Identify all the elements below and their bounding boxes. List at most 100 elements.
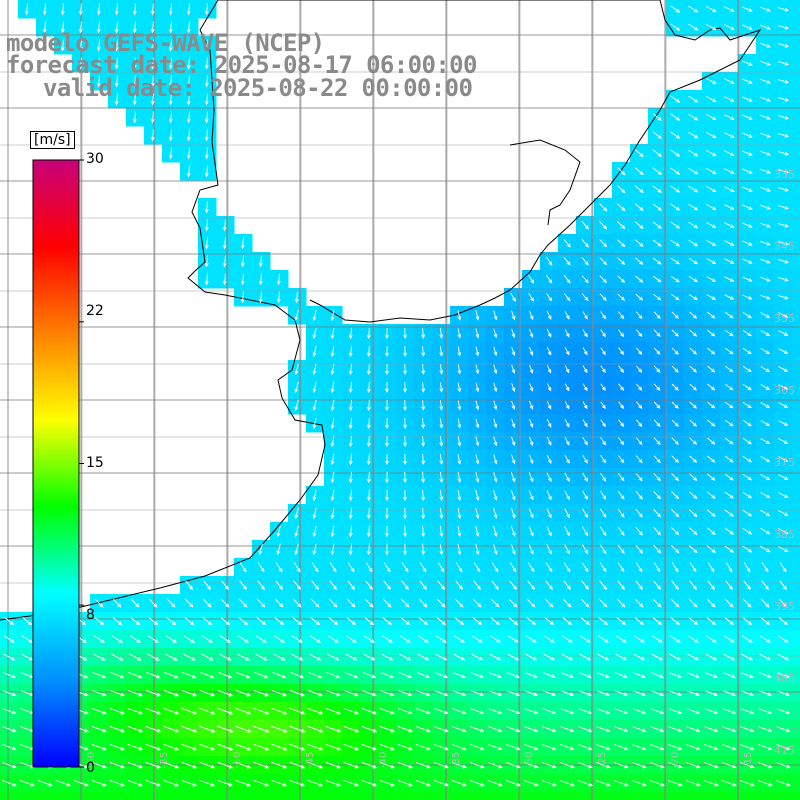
wind-arrow xyxy=(777,276,789,282)
wind-arrow xyxy=(779,562,787,573)
right-axis-label: 375 xyxy=(774,456,795,469)
wind-arrow xyxy=(653,365,661,373)
wind-arrow xyxy=(312,309,317,322)
wind-arrow xyxy=(689,419,698,427)
wind-arrow xyxy=(689,580,697,591)
wind-arrow xyxy=(379,743,396,751)
wind-arrow xyxy=(235,761,252,769)
wind-arrow xyxy=(346,617,357,626)
wind-arrow xyxy=(706,204,717,211)
wind-arrow xyxy=(653,329,661,337)
wind-arrow xyxy=(652,275,662,283)
wind-arrow xyxy=(614,744,629,751)
wind-arrow xyxy=(217,743,234,751)
wind-arrow xyxy=(724,545,735,553)
wind-speed-cell xyxy=(648,792,667,800)
wind-arrow xyxy=(150,39,155,52)
wind-arrow xyxy=(636,347,643,356)
wind-arrow xyxy=(96,57,101,70)
wind-arrow xyxy=(397,761,414,769)
wind-arrow xyxy=(635,526,643,536)
wind-arrow xyxy=(523,780,539,787)
wind-arrow xyxy=(724,617,735,626)
wind-arrow xyxy=(778,510,789,516)
wind-arrow xyxy=(777,96,790,102)
wind-arrow xyxy=(488,690,503,697)
wind-arrow xyxy=(544,617,555,626)
wind-arrow xyxy=(366,543,371,556)
wind-arrow xyxy=(543,635,555,643)
wind-arrow xyxy=(688,113,699,121)
wind-arrow xyxy=(724,491,734,499)
wind-arrow xyxy=(257,562,265,573)
wind-arrow xyxy=(439,489,444,502)
wind-arrow xyxy=(235,743,252,751)
wind-arrow xyxy=(2,744,17,751)
wind-arrow xyxy=(330,507,335,520)
wind-arrow xyxy=(365,580,373,591)
wind-arrow xyxy=(704,690,718,696)
wind-arrow xyxy=(439,454,444,465)
wind-arrow xyxy=(204,39,209,52)
wind-arrow xyxy=(741,168,753,174)
wind-speed-cell xyxy=(612,792,631,800)
wind-arrow xyxy=(94,598,104,608)
wind-arrow xyxy=(433,779,450,787)
wind-arrow xyxy=(114,75,119,88)
wind-arrow xyxy=(55,779,72,787)
wind-arrow xyxy=(758,708,773,715)
wind-arrow xyxy=(184,598,194,608)
wind-arrow xyxy=(110,671,125,679)
wind-arrow xyxy=(578,690,592,697)
wind-arrow xyxy=(740,762,755,769)
wind-arrow xyxy=(581,580,589,591)
wind-arrow xyxy=(759,672,772,678)
wind-arrow xyxy=(614,726,629,733)
wind-arrow xyxy=(564,383,570,392)
wind-arrow xyxy=(635,419,643,428)
wind-arrow xyxy=(671,419,679,427)
wind-arrow xyxy=(722,762,737,769)
wind-arrow xyxy=(582,347,588,356)
wind-arrow xyxy=(688,221,699,229)
wind-arrow xyxy=(635,437,643,446)
wind-arrow xyxy=(760,492,771,499)
wind-arrow xyxy=(742,294,753,300)
wind-arrow xyxy=(524,762,539,769)
wind-arrow xyxy=(511,400,516,410)
wind-arrow xyxy=(741,96,753,102)
wind-arrow xyxy=(724,329,734,337)
wind-speed-cell xyxy=(504,792,523,800)
wind-arrow xyxy=(182,653,196,661)
wind-arrow xyxy=(614,690,628,697)
wind-arrow xyxy=(563,580,571,591)
wind-arrow xyxy=(653,508,662,518)
wind-arrow xyxy=(759,222,771,228)
wind-arrow xyxy=(741,78,753,84)
wind-arrow xyxy=(546,544,552,555)
wind-arrow xyxy=(439,328,444,339)
wind-arrow xyxy=(91,779,108,787)
wind-arrow xyxy=(312,381,317,394)
wind-arrow xyxy=(145,707,162,715)
wind-arrow xyxy=(307,761,324,769)
wind-arrow xyxy=(348,435,353,448)
wind-arrow xyxy=(778,598,788,608)
wind-arrow xyxy=(600,383,606,392)
wind-arrow xyxy=(289,761,306,769)
wind-arrow xyxy=(778,617,789,626)
wind-arrow xyxy=(742,348,752,355)
wind-arrow xyxy=(653,347,661,355)
wind-arrow xyxy=(379,761,396,769)
wind-arrow xyxy=(706,24,717,31)
wind-arrow xyxy=(330,417,335,430)
wind-speed-cell xyxy=(792,558,800,577)
wind-speed-cell xyxy=(792,432,800,451)
wind-arrow xyxy=(706,6,717,13)
wind-arrow xyxy=(634,617,645,626)
wind-arrow xyxy=(721,780,737,787)
wind-arrow xyxy=(60,21,65,34)
wind-arrow xyxy=(181,725,198,733)
wind-arrow xyxy=(399,653,412,661)
wind-speed-cell xyxy=(216,792,235,800)
